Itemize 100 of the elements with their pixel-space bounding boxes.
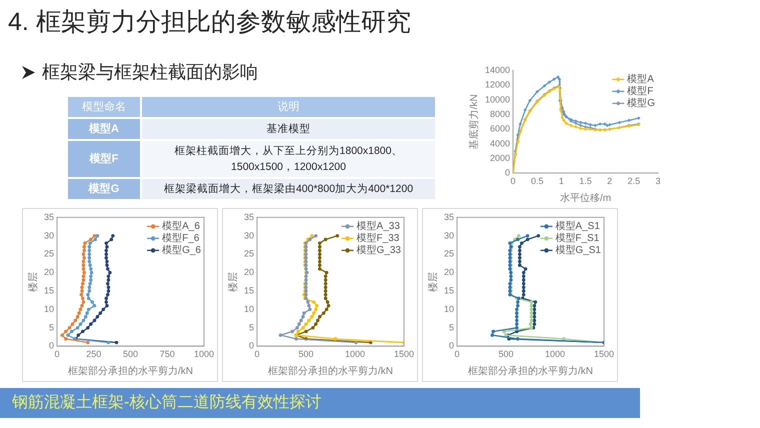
y-tick-label: 10	[44, 304, 54, 314]
y-tick-label: 0	[248, 340, 254, 351]
y-axis-title: 楼层	[426, 272, 439, 292]
legend-label: 模型F	[627, 85, 654, 98]
x-tick-label: 1.5	[579, 176, 592, 186]
y-tick-label: 35	[444, 212, 454, 222]
y-tick-label: 8000	[490, 108, 510, 119]
x-tick-label: 2.5	[628, 176, 640, 186]
y-tick-label: 30	[444, 230, 454, 240]
x-tick-label: 500	[498, 349, 514, 360]
x-tick-label: 1500	[594, 349, 614, 360]
text: 模型命名	[82, 100, 126, 115]
y-tick-label: 15	[44, 285, 54, 296]
point	[593, 124, 597, 128]
legend-label: 模型A	[627, 73, 654, 86]
x-axis-title: 框架部分承担的水平剪力/kN	[468, 364, 593, 377]
y-tick-label: 4000	[490, 138, 510, 148]
y-tick-label: 5	[48, 322, 54, 332]
x-tick-label: 1000	[194, 349, 214, 360]
x-tick-label: 1000	[344, 349, 366, 360]
point	[562, 118, 566, 122]
x-axis-title: 框架部分承担的水平剪力/kN	[68, 364, 193, 377]
point	[564, 122, 568, 125]
text: 说明	[278, 100, 300, 115]
y-tick-label: 25	[444, 248, 454, 259]
point	[535, 90, 539, 94]
legend-label: 模型F_S1	[555, 232, 600, 244]
y-tick-label: 10	[244, 304, 254, 314]
y-tick-label: 5	[248, 322, 254, 332]
x-tick-label: 1	[558, 176, 564, 186]
x-tick-label: 250	[86, 349, 102, 360]
text: 框架梁与框架柱截面的影响	[42, 61, 258, 84]
point	[588, 123, 592, 126]
point	[548, 80, 551, 84]
legend-label: 模型G_6	[162, 244, 202, 256]
point	[627, 118, 631, 122]
y-tick-label: 0	[448, 340, 454, 351]
point	[560, 116, 564, 120]
x-tick-label: 1000	[544, 349, 566, 360]
y-tick-label: 0	[505, 168, 510, 178]
x-tick-label: 750	[160, 349, 175, 360]
point	[552, 78, 556, 81]
point	[569, 124, 573, 128]
text: 4. 框架剪力分担比的参数敏感性研究	[8, 7, 411, 38]
y-tick-label: 6000	[490, 124, 510, 134]
point	[562, 112, 566, 116]
x-tick-label: 0.5	[530, 176, 544, 186]
y-tick-label: 15	[444, 285, 454, 296]
point	[542, 84, 546, 88]
point	[608, 123, 612, 126]
legend-label: 模型A_S1	[555, 220, 600, 232]
legend-label: 模型A_6	[162, 220, 200, 232]
y-tick-label: 15	[244, 285, 254, 296]
x-tick-label: 2	[607, 176, 612, 186]
text: 基准模型	[266, 122, 310, 137]
text: 模型F	[90, 152, 118, 167]
x-tick-label: 500	[122, 349, 138, 360]
point	[523, 108, 527, 112]
y-tick-label: 30	[44, 230, 54, 240]
y-tick-label: 10000	[484, 94, 510, 104]
text: 框架梁截面增大，框架梁由400*800加大为400*1200	[164, 182, 414, 197]
point	[574, 125, 578, 129]
point	[618, 120, 622, 124]
point	[574, 119, 578, 123]
point	[558, 78, 562, 81]
x-axis-title: 框架部分承担的水平剪力/kN	[268, 364, 393, 377]
text: 钢筋混凝土框架-核心筒二道防线有效性探讨	[12, 393, 322, 413]
y-tick-label: 35	[244, 212, 254, 222]
point	[559, 109, 563, 112]
x-tick-label: 3	[655, 176, 661, 186]
y-tick-label: 25	[44, 248, 54, 259]
point	[636, 116, 640, 120]
x-axis-title: 水平位移/m	[560, 192, 612, 204]
legend-label: 模型G_33	[356, 244, 402, 256]
point	[603, 122, 607, 126]
y-tick-label: 14000	[484, 64, 510, 75]
y-tick-label: 25	[244, 248, 254, 259]
legend-label: 模型G_S1	[555, 244, 602, 256]
point	[556, 75, 560, 79]
legend-label: 模型F_33	[356, 232, 400, 244]
point	[528, 98, 532, 102]
legend-label: 模型F_6	[162, 232, 200, 244]
x-tick-label: 1500	[394, 349, 414, 360]
point	[578, 120, 582, 124]
y-axis-title: 楼层	[226, 272, 239, 292]
y-tick-label: 10	[444, 304, 454, 314]
y-axis-title: 基底剪力/kN	[468, 94, 480, 150]
y-tick-label: 20	[444, 267, 454, 278]
text: 框架柱截面增大，从下至上分别为1800x1800、1500x1500，1200x1200	[145, 143, 432, 175]
legend-label: 模型A_33	[356, 220, 400, 232]
y-tick-label: 2000	[490, 153, 510, 163]
y-tick-label: 12000	[484, 80, 510, 90]
y-tick-label: 35	[44, 212, 54, 222]
legend-label: 模型G	[627, 97, 656, 110]
y-tick-label: 20	[244, 267, 254, 278]
point	[598, 122, 602, 126]
text: 模型G	[88, 182, 120, 197]
x-tick-label: 500	[298, 349, 314, 360]
point	[578, 126, 582, 130]
y-tick-label: 5	[448, 322, 454, 332]
